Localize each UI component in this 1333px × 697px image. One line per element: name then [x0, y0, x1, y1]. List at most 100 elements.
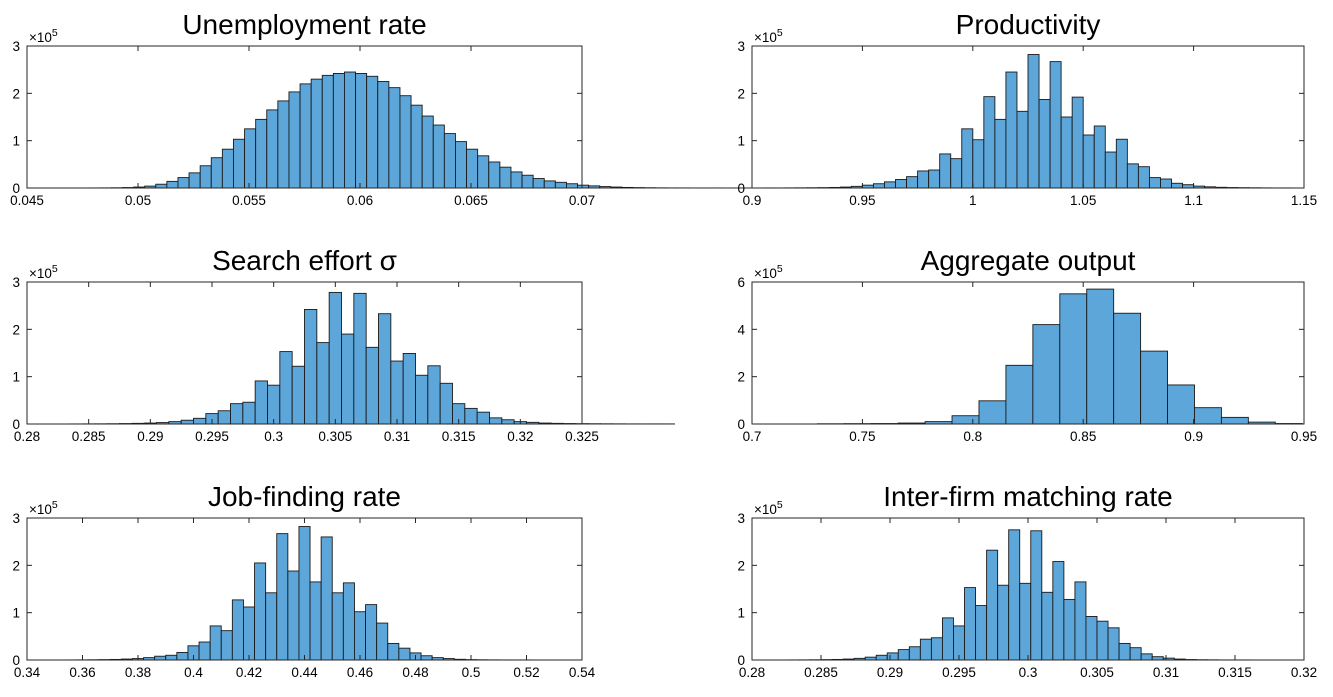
chart5-xtick-label-8: 0.5 — [462, 665, 481, 680]
chart2-bar-36 — [1160, 179, 1171, 188]
chart1-ytick-label-2: 2 — [12, 86, 20, 101]
chart2-xtick-label-4: 1.1 — [1184, 193, 1203, 208]
chart2-xtick-label-5: 1.15 — [1291, 193, 1317, 208]
chart3-bar-16 — [268, 385, 280, 424]
chart2-title: Productivity — [956, 9, 1101, 40]
chart5-bar-14 — [221, 631, 232, 660]
chart1-bar-17 — [278, 101, 289, 188]
chart6-xtick-label-4: 0.3 — [1019, 665, 1038, 680]
chart5-bar-10 — [177, 652, 188, 660]
chart1-xtick-label-2: 0.055 — [232, 193, 266, 208]
chart6-bar-17 — [976, 606, 987, 660]
chart1-bar-22 — [333, 73, 344, 188]
chart2-bar-12 — [896, 179, 907, 188]
chart3-bar-29 — [428, 366, 440, 424]
chart4-bar-8 — [1033, 325, 1060, 424]
chart4-xtick-label-2: 0.8 — [963, 429, 982, 444]
chart2-ytick-label-1: 1 — [737, 134, 745, 149]
chart4-bar-10 — [1087, 289, 1114, 424]
chart5-xtick-label-7: 0.48 — [402, 665, 428, 680]
chart5-bar-26 — [354, 612, 365, 660]
chart3-bar-9 — [181, 420, 193, 424]
chart4-ytick-label-0: 0 — [737, 417, 745, 432]
chart5-ytick-label-0: 0 — [12, 653, 20, 668]
chart1-bar-46 — [600, 187, 611, 188]
chart1-bar-34 — [467, 149, 478, 188]
chart5-bar-27 — [366, 605, 377, 660]
chart5-bar-16 — [243, 607, 254, 660]
chart1-ytick-label-3: 3 — [12, 39, 20, 54]
chart6-ytick-label-3: 3 — [737, 511, 745, 526]
chart6-bar-8 — [876, 655, 887, 660]
chart5-title: Job-finding rate — [208, 481, 401, 512]
chart5-bar-12 — [199, 642, 210, 660]
chart3-bar-32 — [465, 408, 477, 424]
chart3-bar-10 — [194, 418, 206, 424]
chart5-bar-30 — [399, 648, 410, 660]
chart6-ytick-label-2: 2 — [737, 558, 745, 573]
chart2-bar-23 — [1017, 111, 1028, 188]
chart2-bar-37 — [1172, 183, 1183, 188]
chart6-bar-10 — [898, 650, 909, 660]
chart1-bar-32 — [444, 134, 455, 188]
chart3-ytick-label-0: 0 — [12, 417, 20, 432]
chart1-bar-45 — [589, 186, 600, 188]
chart5-bar-23 — [321, 537, 332, 660]
chart2-bar-24 — [1028, 55, 1039, 188]
chart1-xtick-label-5: 0.07 — [569, 193, 595, 208]
chart6-bar-25 — [1064, 599, 1075, 660]
chart5-bar-19 — [277, 534, 288, 660]
chart2-bar-21 — [995, 119, 1006, 188]
chart2-ytick-label-2: 2 — [737, 86, 745, 101]
chart4-ytick-label-2: 4 — [737, 322, 745, 337]
chart5-bar-15 — [232, 600, 243, 660]
chart5-bar-29 — [388, 643, 399, 660]
chart3-bar-20 — [317, 343, 329, 424]
chart6-xtick-label-5: 0.305 — [1080, 665, 1114, 680]
chart2-bar-30 — [1094, 126, 1105, 188]
chart2-bar-10 — [873, 184, 884, 188]
chart1-bar-43 — [566, 184, 577, 188]
chart6-xtick-label-1: 0.285 — [804, 665, 838, 680]
chart6-xtick-label-3: 0.295 — [942, 665, 976, 680]
chart2-bar-28 — [1072, 97, 1083, 188]
chart4-xtick-label-3: 0.85 — [1070, 429, 1096, 444]
chart2-xtick-label-0: 0.9 — [743, 193, 762, 208]
chart1-bar-8 — [178, 178, 189, 188]
chart6-bar-19 — [998, 585, 1009, 660]
chart2-ytick-label-3: 3 — [737, 39, 745, 54]
chart3-ytick-label-3: 3 — [12, 275, 20, 290]
chart1-bar-7 — [167, 181, 178, 188]
chart6-xtick-label-6: 0.31 — [1153, 665, 1179, 680]
chart1-bar-33 — [455, 142, 466, 188]
chart5-y-exponent: ×105 — [29, 499, 58, 517]
chart1-bar-25 — [367, 76, 378, 188]
chart3-bar-28 — [416, 375, 428, 424]
chart1-bar-31 — [433, 125, 444, 188]
chart1-bar-6 — [156, 184, 167, 188]
chart5-bar-24 — [332, 593, 343, 660]
chart4-bar-7 — [1006, 365, 1033, 424]
chart1-bar-27 — [389, 88, 400, 188]
chart3-bar-34 — [490, 418, 502, 424]
chart5-xtick-label-3: 0.4 — [184, 665, 203, 680]
chart4-bar-11 — [1114, 313, 1141, 424]
chart4-bar-12 — [1141, 351, 1168, 424]
chart1-xtick-label-3: 0.06 — [347, 193, 373, 208]
chart3-xtick-label-1: 0.285 — [72, 429, 106, 444]
chart3-xtick-label-2: 0.29 — [137, 429, 163, 444]
chart4-bar-5 — [952, 416, 979, 424]
chart4-bar-6 — [979, 401, 1006, 424]
chart2-bar-19 — [973, 140, 984, 188]
chart4-xtick-label-1: 0.75 — [849, 429, 875, 444]
chart2-bar-34 — [1138, 167, 1149, 188]
chart3-xtick-label-9: 0.325 — [565, 429, 599, 444]
chart3-bar-24 — [366, 347, 378, 424]
chart3-bar-33 — [477, 412, 489, 424]
chart1-bar-38 — [511, 172, 522, 188]
chart6-bar-22 — [1031, 531, 1042, 660]
chart4-bar-9 — [1060, 294, 1087, 424]
chart1-bar-21 — [322, 75, 333, 188]
